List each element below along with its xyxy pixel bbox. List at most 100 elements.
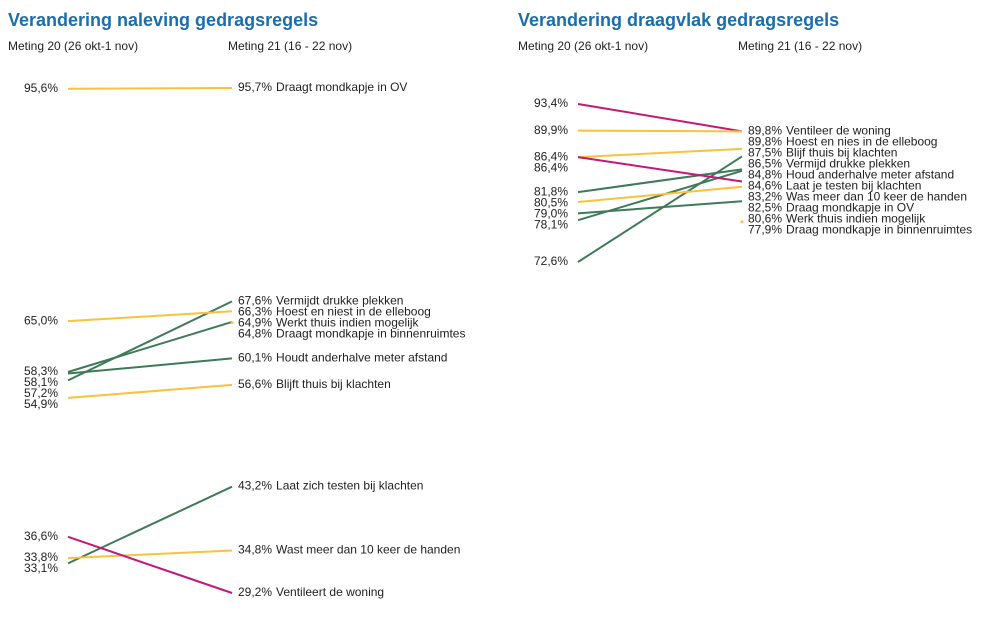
slope-line (67, 485, 233, 565)
series-name: Draag mondkapje in OV (786, 201, 914, 215)
left-value-label: 86,4% (534, 160, 568, 174)
series-name: Draagt mondkapje in OV (276, 80, 407, 94)
series-name: Hoest en niest in de elleboog (276, 305, 431, 319)
left-value-label: 54,9% (24, 397, 58, 411)
right-label: 64,9% Werkt thuis indien mogelijk (238, 316, 420, 330)
series-name: Werk thuis indien mogelijk (786, 212, 926, 226)
right-value-label: 87,5% (748, 146, 782, 160)
right-label: 89,8% Hoest en nies in de elleboog (748, 135, 937, 149)
column-header: Meting 20 (26 okt-1 nov) (8, 39, 138, 53)
right-label: 89,8% Ventileer de woning (748, 124, 891, 138)
right-value-label: 77,9% (748, 223, 782, 237)
right-value-label: 29,2% (238, 585, 272, 599)
right-label: 83,2% Was meer dan 10 keer de handen (748, 190, 967, 204)
slope-line (577, 168, 743, 194)
left-value-label: 65,0% (24, 313, 58, 327)
right-value-label: 86,5% (748, 157, 782, 171)
slope-line (67, 549, 233, 560)
left-value-label: 86,4% (534, 149, 568, 163)
slope-point (230, 321, 234, 325)
series-name: Vermijdt drukke plekken (276, 294, 403, 308)
series-name: Werkt thuis indien mogelijk (276, 316, 420, 330)
right-label: 29,2% Ventileert de woning (238, 585, 384, 599)
right-value-label: 43,2% (238, 479, 272, 493)
right-label: 56,6% Blijft thuis bij klachten (238, 377, 391, 391)
chart-title: Verandering naleving gedragsregels (8, 10, 318, 30)
right-value-label: 82,5% (748, 201, 782, 215)
left-value-label: 78,1% (534, 217, 568, 231)
right-value-label: 84,6% (748, 179, 782, 193)
slope-point (740, 220, 744, 224)
slope-line (577, 200, 743, 215)
left-value-label: 79,0% (534, 206, 568, 220)
series-name: Ventileer de woning (786, 124, 891, 138)
right-label: 84,8% Houd anderhalve meter afstand (748, 168, 954, 182)
left-value-label: 58,3% (24, 364, 58, 378)
left-value-label: 95,6% (24, 81, 58, 95)
slope-chart: Verandering draagvlak gedragsregels Metin… (518, 10, 972, 268)
right-label: 95,7% Draagt mondkapje in OV (238, 80, 407, 94)
slope-chart: Verandering naleving gedragsregels Meting… (8, 10, 465, 599)
left-value-label: 72,6% (534, 254, 568, 268)
right-label: 82,5% Draag mondkapje in OV (748, 201, 914, 215)
slope-line (577, 156, 743, 183)
right-label: 80,6% Werk thuis indien mogelijk (748, 212, 926, 226)
right-label: 86,5% Vermijd drukke plekken (748, 157, 910, 171)
right-label: 87,5% Blijf thuis bij klachten (748, 146, 897, 160)
series-name: Wast meer dan 10 keer de handen (276, 543, 460, 557)
slope-line (577, 129, 743, 133)
right-value-label: 34,8% (238, 543, 272, 557)
right-label: 43,2% Laat zich testen bij klachten (238, 479, 423, 493)
slope-line (67, 383, 233, 399)
right-label: 66,3% Hoest en niest in de elleboog (238, 305, 431, 319)
right-value-label: 64,8% (238, 327, 272, 341)
slope-line (577, 185, 743, 203)
column-header: Meting 21 (16 - 22 nov) (228, 39, 352, 53)
left-value-label: 36,6% (24, 529, 58, 543)
slope-line (67, 357, 233, 375)
series-name: Blijft thuis bij klachten (276, 377, 391, 391)
series-name: Vermijd drukke plekken (786, 157, 910, 171)
slope-line (67, 300, 233, 382)
slope-line (67, 87, 233, 90)
right-label: 34,8% Wast meer dan 10 keer de handen (238, 543, 460, 557)
right-value-label: 80,6% (748, 212, 782, 226)
series-name: Was meer dan 10 keer de handen (786, 190, 967, 204)
series-name: Laat je testen bij klachten (786, 179, 921, 193)
series-name: Laat zich testen bij klachten (276, 479, 423, 493)
right-value-label: 89,8% (748, 124, 782, 138)
left-value-label: 89,9% (534, 123, 568, 137)
right-value-label: 89,8% (748, 135, 782, 149)
left-value-label: 80,5% (534, 195, 568, 209)
right-value-label: 84,8% (748, 168, 782, 182)
slope-line (67, 310, 233, 323)
series-name: Blijf thuis bij klachten (786, 146, 897, 160)
slope-line (577, 147, 743, 159)
right-label: 60,1% Houdt anderhalve meter afstand (238, 351, 447, 365)
right-label: 77,9% Draag mondkapje in binnenruimtes (748, 223, 972, 237)
series-name: Draag mondkapje in binnenruimtes (786, 223, 972, 237)
right-label: 84,6% Laat je testen bij klachten (748, 179, 921, 193)
right-value-label: 66,3% (238, 305, 272, 319)
series-name: Hoest en nies in de elleboog (786, 135, 937, 149)
slope-line (577, 103, 743, 133)
column-header: Meting 21 (16 - 22 nov) (738, 39, 862, 53)
right-value-label: 56,6% (238, 377, 272, 391)
right-value-label: 60,1% (238, 351, 272, 365)
right-value-label: 64,9% (238, 316, 272, 330)
right-label: 67,6% Vermijdt drukke plekken (238, 294, 403, 308)
slope-line (67, 320, 233, 373)
left-value-label: 33,8% (24, 550, 58, 564)
series-name: Draagt mondkapje in binnenruimtes (276, 327, 465, 341)
series-name: Houd anderhalve meter afstand (786, 168, 954, 182)
right-label: 64,8% Draagt mondkapje in binnenruimtes (238, 327, 465, 341)
right-value-label: 83,2% (748, 190, 782, 204)
series-name: Ventileert de woning (276, 585, 384, 599)
left-value-label: 81,8% (534, 184, 568, 198)
slope-line (67, 535, 233, 594)
right-value-label: 67,6% (238, 294, 272, 308)
series-name: Houdt anderhalve meter afstand (276, 351, 447, 365)
left-value-label: 93,4% (534, 96, 568, 110)
left-value-label: 58,1% (24, 375, 58, 389)
